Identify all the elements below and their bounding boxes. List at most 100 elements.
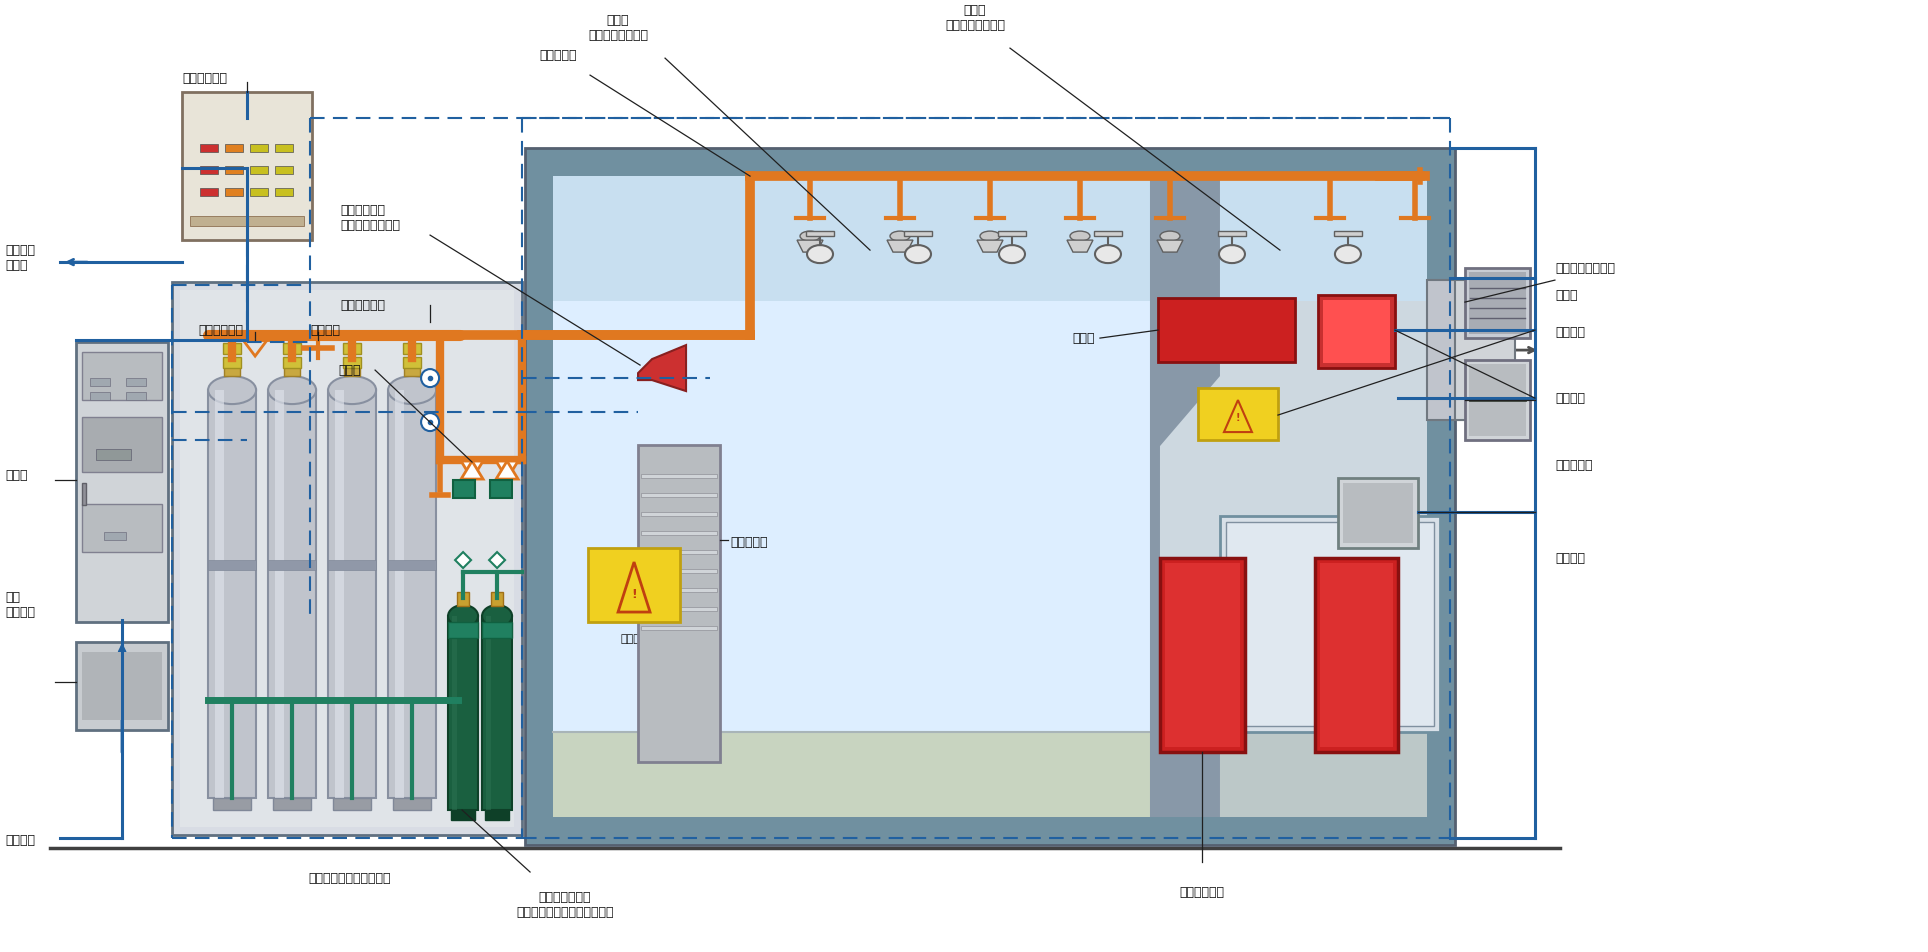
Bar bbox=[1165, 563, 1240, 747]
Bar bbox=[1334, 231, 1361, 236]
Bar bbox=[1197, 388, 1278, 440]
Text: 消火剤貯蔵容器ユニット: 消火剤貯蔵容器ユニット bbox=[308, 871, 391, 884]
Bar bbox=[640, 569, 717, 573]
Bar bbox=[201, 188, 218, 196]
Bar bbox=[588, 548, 681, 622]
Polygon shape bbox=[638, 345, 686, 391]
Polygon shape bbox=[796, 240, 823, 252]
Bar bbox=[524, 149, 1456, 845]
Bar bbox=[208, 390, 256, 798]
Bar bbox=[486, 616, 492, 810]
Bar bbox=[1315, 558, 1398, 752]
Ellipse shape bbox=[808, 245, 833, 263]
Bar bbox=[403, 343, 420, 354]
Bar bbox=[1338, 478, 1417, 548]
Bar bbox=[638, 446, 719, 762]
Bar bbox=[1149, 176, 1427, 817]
Bar bbox=[251, 188, 268, 196]
Circle shape bbox=[420, 413, 440, 431]
Bar bbox=[1159, 298, 1296, 362]
Bar bbox=[335, 390, 343, 798]
Ellipse shape bbox=[800, 231, 819, 241]
Bar bbox=[328, 390, 376, 798]
Bar bbox=[276, 144, 293, 152]
Text: 注意銘板: 注意銘板 bbox=[1554, 326, 1585, 339]
Text: !: ! bbox=[1236, 413, 1240, 423]
Text: 点検用閉止弁: 点検用閉止弁 bbox=[199, 324, 243, 337]
Circle shape bbox=[420, 369, 440, 387]
Bar bbox=[91, 378, 110, 387]
Bar bbox=[447, 616, 478, 810]
Polygon shape bbox=[887, 240, 914, 252]
Bar bbox=[343, 343, 361, 354]
Text: シャッター: シャッター bbox=[731, 536, 767, 548]
Bar bbox=[1220, 516, 1440, 732]
Bar bbox=[1465, 268, 1531, 338]
Bar bbox=[251, 166, 268, 174]
Bar bbox=[640, 550, 717, 554]
Bar bbox=[226, 144, 243, 152]
Text: ダクト: ダクト bbox=[1554, 288, 1577, 302]
Polygon shape bbox=[1066, 240, 1093, 252]
Text: 標識板: 標識板 bbox=[1072, 331, 1095, 345]
Bar bbox=[640, 531, 717, 535]
Bar bbox=[490, 480, 513, 498]
Bar bbox=[179, 290, 515, 827]
Bar bbox=[328, 560, 376, 570]
Ellipse shape bbox=[268, 376, 316, 404]
Polygon shape bbox=[490, 552, 505, 568]
Bar bbox=[999, 231, 1026, 236]
Bar bbox=[553, 176, 1427, 817]
Polygon shape bbox=[495, 461, 519, 479]
Text: 圧力スイッチ: 圧力スイッチ bbox=[339, 299, 386, 311]
Bar bbox=[274, 798, 310, 810]
Bar bbox=[1427, 280, 1508, 420]
Text: 起動用ガス容器
（自動起動用・手動起動用）: 起動用ガス容器 （自動起動用・手動起動用） bbox=[517, 891, 613, 919]
Polygon shape bbox=[455, 552, 470, 568]
Ellipse shape bbox=[388, 376, 436, 404]
Ellipse shape bbox=[447, 605, 478, 627]
Bar bbox=[904, 231, 931, 236]
Text: 非常
電源装置: 非常 電源装置 bbox=[6, 591, 35, 619]
Bar bbox=[640, 474, 717, 478]
Text: 電源供給: 電源供給 bbox=[6, 834, 35, 846]
Ellipse shape bbox=[1161, 231, 1180, 241]
Bar bbox=[276, 166, 293, 174]
Bar bbox=[214, 798, 251, 810]
Bar bbox=[553, 176, 1427, 301]
Bar bbox=[457, 592, 469, 606]
Ellipse shape bbox=[1334, 245, 1361, 263]
Bar bbox=[208, 560, 256, 570]
Bar bbox=[1093, 231, 1122, 236]
Bar bbox=[482, 622, 513, 638]
Bar bbox=[640, 493, 717, 497]
Ellipse shape bbox=[208, 376, 256, 404]
Polygon shape bbox=[977, 240, 1003, 252]
Bar bbox=[1149, 732, 1427, 817]
Bar bbox=[405, 359, 420, 376]
Bar bbox=[451, 616, 457, 810]
Bar bbox=[388, 390, 436, 798]
Bar bbox=[125, 378, 147, 387]
Text: 自火報受信機: 自火報受信機 bbox=[181, 71, 228, 85]
Bar bbox=[224, 343, 241, 354]
Text: 噴射ヘッド: 噴射ヘッド bbox=[540, 49, 576, 62]
Text: 放出表示灯: 放出表示灯 bbox=[1554, 459, 1593, 471]
Polygon shape bbox=[1157, 240, 1184, 252]
Bar bbox=[283, 357, 301, 368]
Bar bbox=[486, 810, 509, 820]
Bar bbox=[482, 616, 513, 810]
Text: 選択弁: 選択弁 bbox=[337, 364, 361, 377]
Bar bbox=[553, 732, 1427, 817]
Bar bbox=[268, 560, 316, 570]
Polygon shape bbox=[461, 461, 484, 479]
Bar bbox=[224, 357, 241, 368]
Ellipse shape bbox=[891, 231, 910, 241]
Bar bbox=[216, 390, 224, 798]
Bar bbox=[83, 483, 87, 506]
Bar bbox=[1465, 360, 1531, 440]
Bar bbox=[1321, 563, 1392, 747]
Polygon shape bbox=[619, 562, 650, 612]
Ellipse shape bbox=[482, 605, 513, 627]
Text: 音響警報装置
（スピーカー等）: 音響警報装置 （スピーカー等） bbox=[339, 204, 401, 232]
